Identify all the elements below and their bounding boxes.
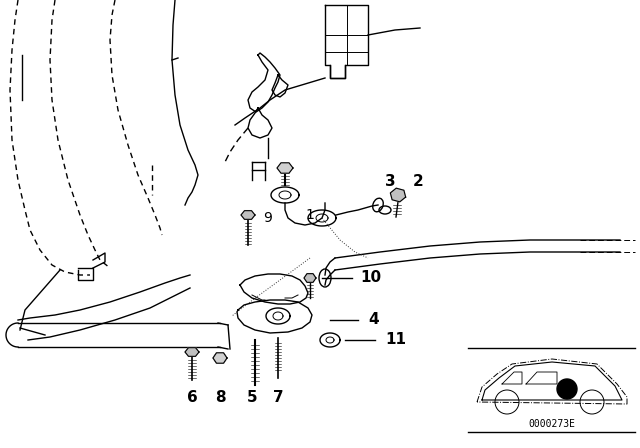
Text: 1: 1: [305, 208, 314, 222]
Text: 3: 3: [385, 175, 396, 190]
Text: 2: 2: [413, 175, 424, 190]
Polygon shape: [277, 163, 293, 173]
Polygon shape: [241, 211, 255, 220]
Text: 10: 10: [360, 271, 381, 285]
Polygon shape: [185, 348, 199, 356]
Text: 5: 5: [246, 389, 257, 405]
Circle shape: [557, 379, 577, 399]
Text: 8: 8: [214, 389, 225, 405]
Text: 7: 7: [273, 389, 284, 405]
Text: 11: 11: [385, 332, 406, 348]
Text: 6: 6: [187, 389, 197, 405]
Polygon shape: [213, 353, 227, 363]
Text: 4: 4: [368, 313, 379, 327]
Polygon shape: [304, 274, 316, 282]
Polygon shape: [390, 188, 406, 202]
Text: 9: 9: [264, 211, 273, 225]
Text: 0000273E: 0000273E: [529, 419, 575, 429]
